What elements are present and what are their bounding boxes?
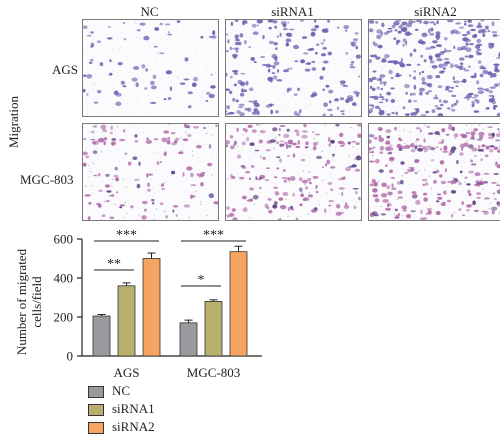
bar-nc-mgc-803 (179, 322, 198, 357)
row-label-mgc803: MGC-803 (20, 172, 74, 187)
significance-label: *** (203, 228, 224, 243)
bar-sirna1-ags (117, 285, 136, 357)
y-tick-label: 200 (54, 310, 74, 325)
bar-sirna1-mgc-803 (204, 301, 223, 357)
legend-label-nc: NC (112, 383, 131, 398)
y-tick-label: 400 (54, 271, 74, 286)
x-category-label: MGC-803 (187, 365, 240, 380)
micrograph-mgc803-sirna2 (368, 123, 500, 221)
legend-swatch-nc (88, 386, 104, 398)
legend-label-sirna1: siRNA1 (112, 401, 155, 416)
micrograph-mgc803-nc (82, 123, 219, 221)
significance-label: * (198, 273, 205, 288)
migration-side-label: Migration (6, 96, 21, 148)
y-tick-label: 600 (54, 232, 74, 247)
micrograph-ags-sirna2 (368, 19, 500, 117)
micrograph-mgc803-sirna1 (225, 123, 362, 221)
y-axis-label-line-2: cells/field (29, 276, 44, 328)
x-category-label: AGS (113, 365, 139, 380)
legend-label-sirna2: siRNA2 (112, 419, 155, 434)
bar-sirna2-ags (142, 258, 161, 357)
bar-nc-ags (92, 315, 111, 357)
row-label-ags: AGS (52, 62, 79, 77)
legend-swatch-sirna1 (88, 404, 104, 416)
micrograph-ags-sirna1 (225, 19, 362, 117)
micrograph-ags-nc (82, 19, 219, 117)
column-label-sirna1: siRNA1 (271, 4, 314, 19)
column-label-sirna2: siRNA2 (414, 4, 457, 19)
significance-label: *** (116, 228, 137, 243)
legend-swatch-sirna2 (88, 422, 104, 434)
column-label-nc: NC (140, 4, 159, 19)
significance-label: ** (107, 257, 121, 272)
y-axis-label-line-1: Number of migrated (14, 248, 29, 355)
y-tick-label: 0 (67, 349, 74, 364)
bar-sirna2-mgc-803 (229, 251, 248, 357)
